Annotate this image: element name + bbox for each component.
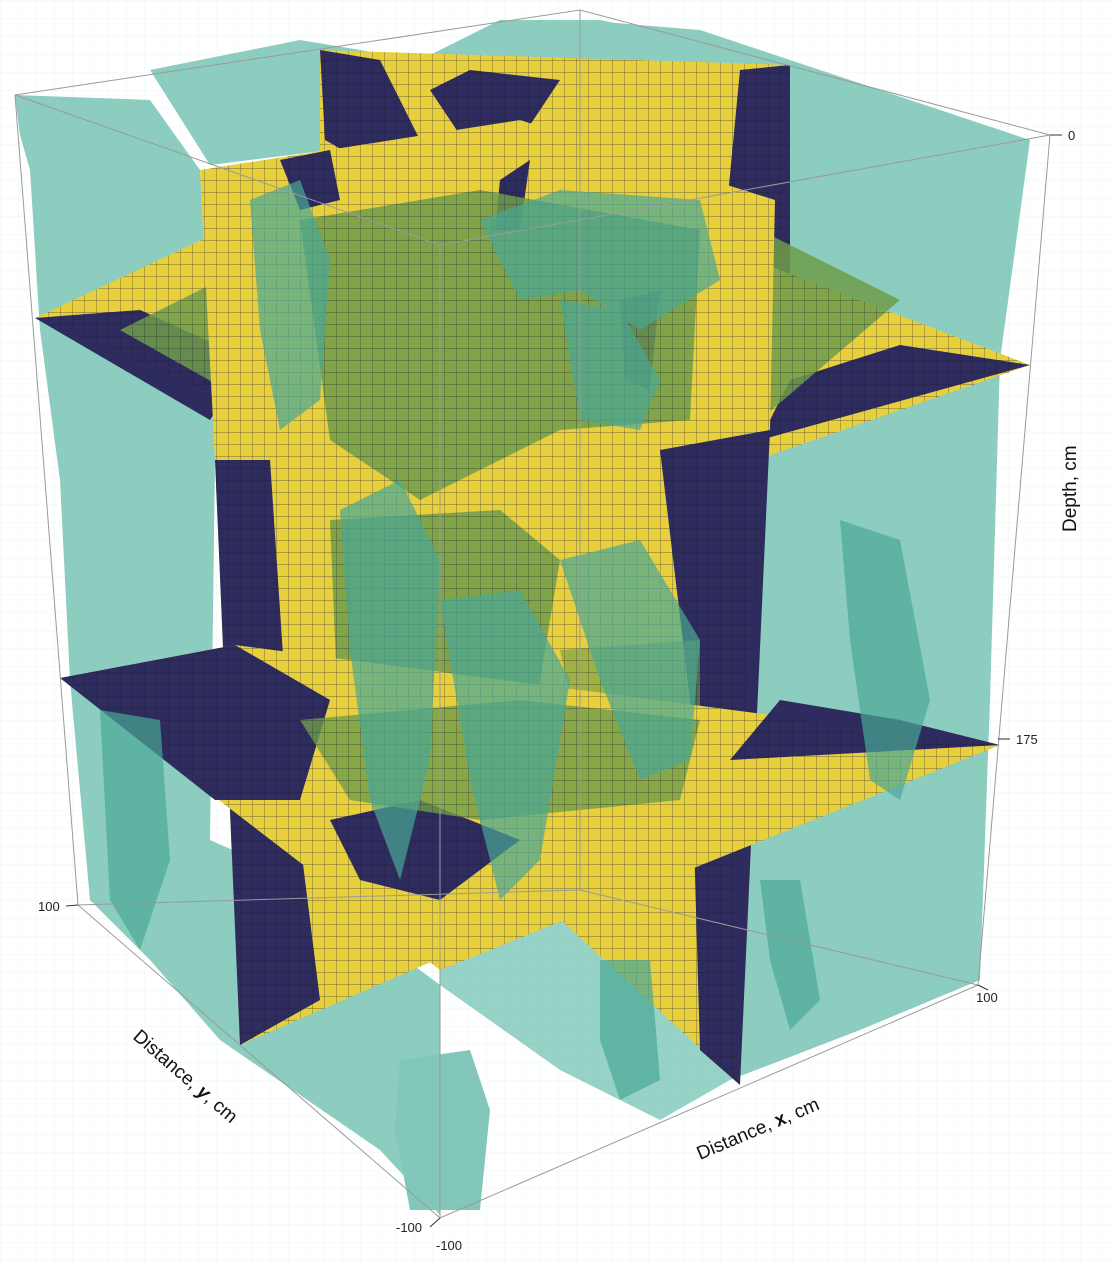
voxel-strand (100, 710, 170, 950)
voxel-strand (760, 880, 820, 1030)
x-tick-100 (977, 984, 989, 991)
y-tick-100 (65, 904, 79, 907)
voxel-strand (480, 190, 720, 330)
voxel-strands (100, 180, 930, 1100)
z-tick-label-175: 175 (1016, 732, 1038, 747)
y-tick-minus100 (429, 1217, 441, 1228)
voxel-strand (560, 300, 660, 430)
voxel-strand (440, 590, 570, 900)
y-tick-label-minus100: -100 (396, 1220, 422, 1235)
voxel-strand (250, 180, 330, 430)
z-tick-label-0: 0 (1068, 128, 1075, 143)
voxel-strand (340, 480, 440, 880)
tick-marks (65, 134, 1062, 1228)
z-axis-title: Depth, cm (1060, 445, 1081, 532)
voxel-strand (560, 540, 700, 780)
x-tick-label-minus100: -100 (436, 1238, 462, 1253)
voxel-strand (840, 520, 930, 800)
y-tick-label-100: 100 (38, 899, 60, 914)
x-tick-label-100: 100 (976, 990, 998, 1005)
voxel-strand (600, 960, 660, 1100)
